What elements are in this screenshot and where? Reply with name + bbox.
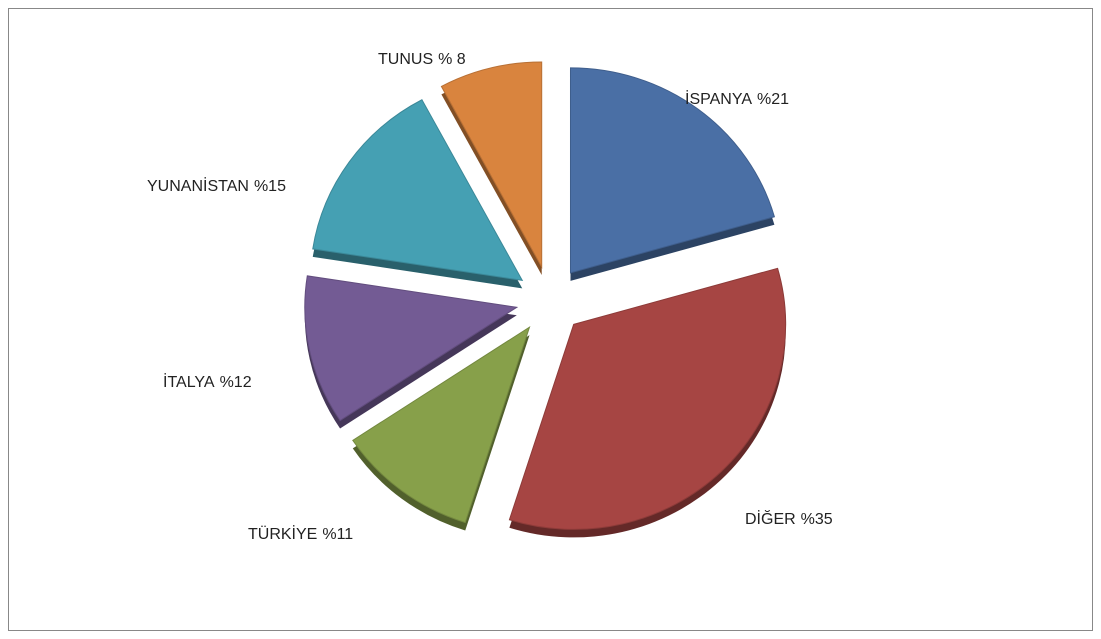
slice-label: DİĞER %35	[745, 509, 833, 528]
slice	[508, 267, 787, 530]
slice	[312, 99, 524, 282]
value-label: %35	[801, 511, 833, 528]
category-label: İSPANYA	[685, 89, 752, 108]
category-label: TUNUS	[378, 51, 433, 68]
slice-label: TUNUS % 8	[378, 51, 466, 68]
value-label: % 8	[438, 51, 466, 68]
category-label: TÜRKİYE	[248, 524, 317, 543]
value-label: %15	[254, 178, 286, 195]
slice	[304, 275, 519, 422]
slice-label: İSPANYA %21	[685, 89, 789, 108]
value-label: %11	[322, 526, 353, 543]
category-label: YUNANİSTAN	[147, 176, 249, 195]
slice	[569, 67, 776, 274]
value-label: %12	[220, 374, 252, 391]
slice	[352, 325, 531, 524]
chart-frame	[8, 8, 1093, 631]
slice	[440, 61, 543, 269]
category-label: DİĞER	[745, 509, 796, 528]
category-label: İTALYA	[163, 372, 215, 391]
slice-label: YUNANİSTAN %15	[147, 176, 286, 195]
value-label: %21	[757, 91, 789, 108]
slice-label: TÜRKİYE %11	[248, 524, 353, 543]
slice-label: İTALYA %12	[163, 372, 252, 391]
